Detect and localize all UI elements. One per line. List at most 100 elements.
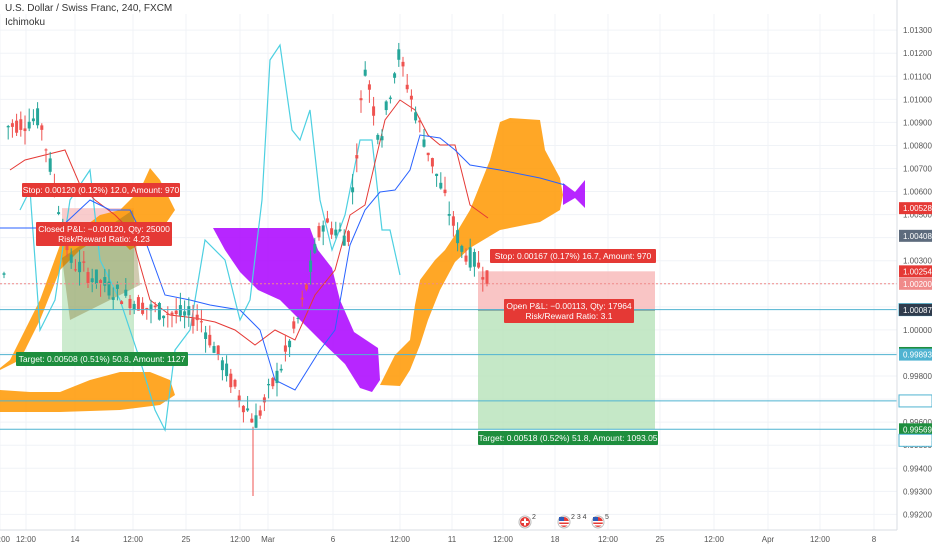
candle-body xyxy=(166,313,170,315)
price-axis-label[interactable]: 1.00087 xyxy=(899,303,932,316)
candlesticks xyxy=(2,42,489,496)
closed-target-label[interactable]: Target: 0.00508 (0.51%) 50.8, Amount: 11… xyxy=(16,352,188,366)
flag-stripe xyxy=(559,521,569,523)
closed-stop-label[interactable]: Stop: 0.00120 (0.12%) 12.0, Amount: 970 xyxy=(22,183,180,197)
candle-body xyxy=(241,405,245,413)
candle-body xyxy=(283,345,287,352)
candle-body xyxy=(57,212,61,214)
candle-body xyxy=(426,152,430,156)
time-tick-label: 12:00 xyxy=(0,535,11,544)
time-tick-label: 12:00 xyxy=(390,535,411,544)
candle-body xyxy=(157,302,161,320)
candle-body xyxy=(477,262,481,268)
price-axis-label-box[interactable] xyxy=(898,394,932,408)
closed-pnl-label-box[interactable] xyxy=(36,222,172,246)
candle-body xyxy=(90,278,94,283)
price-axis-label[interactable]: 1.00200 xyxy=(899,277,932,290)
price-axis-label[interactable]: 1.00408 xyxy=(899,229,932,242)
candle-body xyxy=(250,418,254,423)
open-target-label-text: Target: 0.00518 (0.52%) 51.8, Amount: 10… xyxy=(478,433,657,443)
candle-body xyxy=(456,230,460,244)
candle-body xyxy=(300,297,304,300)
candle-body xyxy=(393,73,397,78)
us-flag-icon[interactable]: 2 3 4 xyxy=(557,514,587,529)
candle-body xyxy=(2,273,6,275)
closed-pnl-label[interactable]: Closed P&L: −0.00120, Qty: 25000Risk/Rew… xyxy=(36,222,172,246)
candle-body xyxy=(351,187,355,193)
open-target-label[interactable]: Target: 0.00518 (0.52%) 51.8, Amount: 10… xyxy=(478,431,658,445)
event-count: 2 xyxy=(532,514,536,521)
candle-body xyxy=(220,360,224,371)
candle-body xyxy=(69,254,73,263)
price-axis-label-box[interactable] xyxy=(899,423,932,436)
candle-body xyxy=(363,69,367,76)
us-flag-icon[interactable]: 5 xyxy=(591,514,609,529)
price-axis-label-text: 1.00254 xyxy=(903,267,932,276)
price-axis-label-text: 0.99569 xyxy=(903,436,932,445)
time-tick-label: 12:00 xyxy=(493,535,514,544)
closed-pnl-label-text: Risk/Reward Ratio: 4.23 xyxy=(58,234,150,244)
price-tick-label: 1.01000 xyxy=(903,95,932,104)
price-axis-label-box[interactable] xyxy=(899,202,932,215)
candle-body xyxy=(414,112,418,121)
open-stop-label[interactable]: Stop: 0.00167 (0.17%) 16.7, Amount: 970 xyxy=(490,249,656,263)
price-axis-label-box[interactable] xyxy=(899,265,932,278)
candle-body xyxy=(439,182,443,189)
candle-body xyxy=(422,139,426,147)
price-axis-label-box[interactable] xyxy=(899,277,932,290)
price-tick-label: 1.01100 xyxy=(903,72,932,81)
candle-body xyxy=(304,284,308,290)
price-axis-label-text: 1.00528 xyxy=(903,204,932,213)
price-axis-label-box[interactable] xyxy=(899,229,932,242)
price-axis-label-text: 0.99692 xyxy=(903,397,932,406)
price-tick-label: 0.99600 xyxy=(903,418,932,427)
candle-body xyxy=(124,289,128,296)
candle-body xyxy=(153,305,157,308)
price-axis-label[interactable]: 1.00254 xyxy=(899,265,932,278)
closed-stop-label-box[interactable] xyxy=(22,183,180,197)
candle-body xyxy=(367,84,371,90)
price-axis-label-box[interactable] xyxy=(899,348,932,361)
candle-body xyxy=(342,235,346,246)
tenkan-sen-line xyxy=(0,134,566,391)
price-axis-label[interactable]: 0.99569 xyxy=(899,423,932,436)
time-tick-label: Mar xyxy=(261,535,275,544)
time-tick-label: 12:00 xyxy=(16,535,37,544)
price-axis-label[interactable]: 0.99692 xyxy=(898,394,932,408)
price-axis-label[interactable]: 0.99569 xyxy=(898,433,932,447)
candle-body xyxy=(174,310,178,315)
swiss-flag-icon[interactable]: 2 xyxy=(518,514,536,529)
price-axis-label[interactable]: 1.00528 xyxy=(899,202,932,215)
price-axis-label-box[interactable] xyxy=(899,303,932,316)
candle-body xyxy=(195,314,199,321)
time-tick-label: 6 xyxy=(331,535,336,544)
price-axis-label[interactable]: 0.99893 xyxy=(899,348,932,361)
candle-body xyxy=(141,302,145,314)
closed-target-label-box[interactable] xyxy=(16,352,188,366)
open-target-label-box[interactable] xyxy=(478,431,658,445)
price-axis[interactable]: 1.01300 1.01200 1.01100 1.01000 1.00900 1.008… xyxy=(898,26,932,519)
candle-body xyxy=(132,303,136,311)
price-tick-label: 0.99300 xyxy=(903,487,932,496)
candle-body xyxy=(359,98,363,101)
candle-body xyxy=(384,101,388,111)
price-tick-label: 0.99400 xyxy=(903,464,932,473)
open-stop-label-box[interactable] xyxy=(490,249,656,263)
position-labels[interactable]: Stop: 0.00120 (0.12%) 12.0, Amount: 970 C… xyxy=(16,183,658,445)
open-pnl-label-box[interactable] xyxy=(504,299,634,323)
economic-events[interactable]: 2 2 3 4 5 xyxy=(518,514,609,529)
candle-body xyxy=(271,378,275,387)
candle-body xyxy=(418,120,422,123)
candle-body xyxy=(262,397,266,403)
time-axis[interactable]: 12:00 14 12:00 25 12:00 Mar 6 12:00 11 12:00 18 12:… xyxy=(0,535,877,544)
event-count: 2 3 4 xyxy=(571,514,587,521)
indicator-name[interactable]: Ichimoku xyxy=(5,17,46,28)
price-axis-label-box[interactable] xyxy=(898,433,932,447)
cloud-area xyxy=(380,118,563,386)
candle-body xyxy=(212,346,216,353)
open-pnl-label[interactable]: Open P&L: −0.00113, Qty: 17964Risk/Rewar… xyxy=(504,299,634,323)
candle-body xyxy=(372,106,376,116)
time-tick-label: 12:00 xyxy=(810,535,831,544)
price-axis-label-text: 0.99893 xyxy=(903,351,932,360)
